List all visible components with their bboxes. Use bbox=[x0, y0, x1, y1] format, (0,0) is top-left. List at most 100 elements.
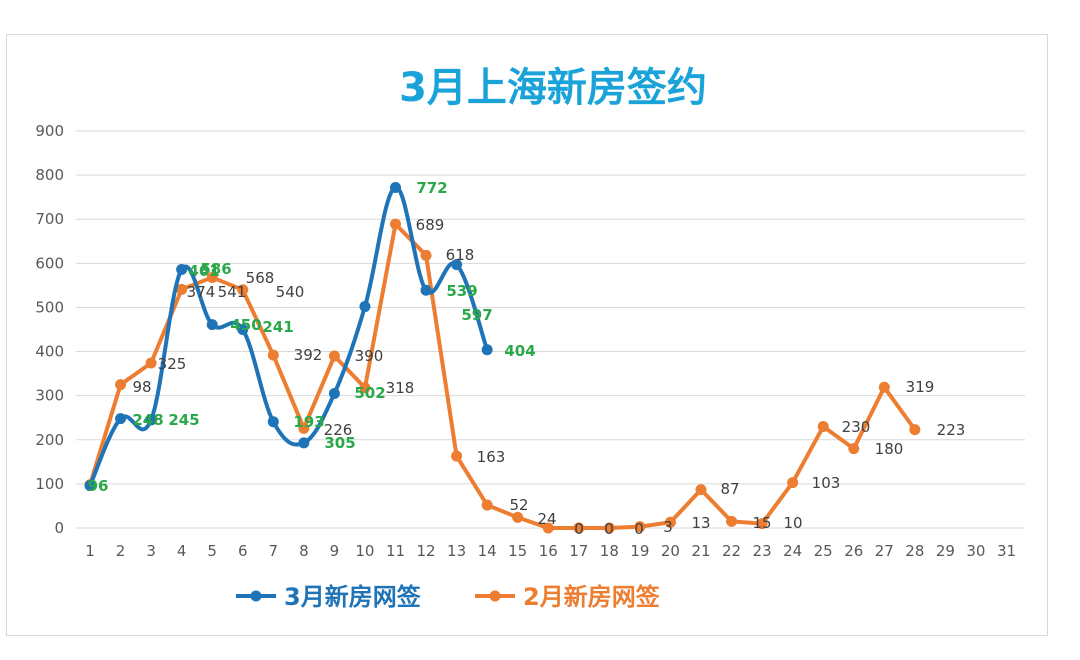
x-tick-label: 17 bbox=[569, 542, 588, 560]
x-tick-label: 10 bbox=[355, 542, 374, 560]
data-point bbox=[481, 344, 493, 356]
legend-marker bbox=[489, 590, 501, 602]
x-tick-label: 27 bbox=[875, 542, 894, 560]
y-tick-label: 100 bbox=[35, 475, 64, 493]
data-label: 10 bbox=[783, 514, 802, 532]
data-point bbox=[328, 350, 340, 362]
data-point bbox=[848, 443, 860, 455]
series-line bbox=[88, 185, 490, 488]
data-point bbox=[176, 283, 188, 295]
data-label: 226 bbox=[324, 421, 353, 439]
data-label: 241 bbox=[262, 318, 293, 336]
data-label: 3 bbox=[663, 518, 673, 536]
y-tick-label: 800 bbox=[35, 166, 64, 184]
x-tick-label: 20 bbox=[661, 542, 680, 560]
data-point bbox=[176, 264, 188, 276]
y-tick-label: 200 bbox=[35, 431, 64, 449]
x-tick-label: 23 bbox=[753, 542, 772, 560]
data-point bbox=[603, 522, 615, 534]
data-point bbox=[451, 450, 463, 462]
x-tick-label: 16 bbox=[539, 542, 558, 560]
data-point bbox=[726, 515, 738, 527]
y-tick-label: 400 bbox=[35, 343, 64, 361]
data-label: 223 bbox=[937, 421, 966, 439]
y-tick-label: 600 bbox=[35, 254, 64, 272]
x-tick-label: 1 bbox=[85, 542, 95, 560]
data-point bbox=[512, 511, 524, 523]
data-point bbox=[237, 284, 249, 296]
data-label: 539 bbox=[446, 282, 477, 300]
x-tick-label: 11 bbox=[386, 542, 405, 560]
legend: 3月新房网签 2月新房网签 bbox=[236, 583, 661, 611]
data-point bbox=[359, 382, 371, 394]
data-label: 689 bbox=[416, 216, 445, 234]
data-point bbox=[145, 414, 157, 426]
x-tick-label: 30 bbox=[966, 542, 985, 560]
y-tick-label: 500 bbox=[35, 298, 64, 316]
x-tick-label: 13 bbox=[447, 542, 466, 560]
data-label: 245 bbox=[168, 411, 199, 429]
data-label: 461 bbox=[188, 262, 219, 280]
data-point bbox=[206, 271, 218, 283]
data-point bbox=[664, 516, 676, 528]
x-tick-label: 29 bbox=[936, 542, 955, 560]
data-label: 180 bbox=[875, 440, 904, 458]
data-point bbox=[909, 424, 921, 436]
data-point bbox=[84, 480, 96, 492]
data-point bbox=[756, 518, 768, 530]
data-point bbox=[451, 259, 463, 271]
x-tick-label: 22 bbox=[722, 542, 741, 560]
data-label: 568 bbox=[246, 269, 275, 287]
data-point bbox=[542, 522, 554, 534]
x-tick-label: 8 bbox=[299, 542, 309, 560]
data-point bbox=[267, 349, 279, 361]
data-label: 502 bbox=[354, 384, 385, 402]
data-label: 24 bbox=[537, 510, 556, 528]
x-tick-label: 15 bbox=[508, 542, 527, 560]
data-label: 163 bbox=[477, 448, 506, 466]
data-point bbox=[298, 422, 310, 434]
data-label: 325 bbox=[158, 355, 187, 373]
data-point bbox=[237, 324, 249, 335]
data-label: 230 bbox=[842, 418, 871, 436]
data-label: 318 bbox=[386, 379, 415, 397]
data-label: 87 bbox=[720, 480, 739, 498]
data-label: 390 bbox=[355, 347, 384, 365]
data-point bbox=[298, 437, 310, 449]
data-label: 374 bbox=[187, 283, 216, 301]
y-tick-label: 0 bbox=[54, 519, 64, 537]
x-tick-label: 6 bbox=[238, 542, 248, 560]
legend-label: 3月新房网签 bbox=[284, 583, 422, 611]
data-label: 618 bbox=[446, 246, 475, 264]
x-tick-label: 4 bbox=[177, 542, 187, 560]
data-point bbox=[390, 218, 401, 230]
data-point bbox=[267, 416, 279, 428]
x-tick-label: 19 bbox=[630, 542, 649, 560]
data-point bbox=[787, 477, 799, 489]
x-tick-label: 21 bbox=[691, 542, 710, 560]
x-tick-label: 5 bbox=[207, 542, 217, 560]
data-point bbox=[359, 301, 371, 313]
x-tick-label: 7 bbox=[269, 542, 279, 560]
x-tick-label: 31 bbox=[997, 542, 1016, 560]
chart-frame bbox=[6, 34, 1048, 636]
y-tick-label: 300 bbox=[35, 387, 64, 405]
x-tick-label: 26 bbox=[844, 542, 863, 560]
data-label: 404 bbox=[504, 342, 535, 360]
data-point bbox=[481, 499, 493, 511]
y-tick-label: 700 bbox=[35, 210, 64, 228]
x-tick-label: 25 bbox=[814, 542, 833, 560]
data-point bbox=[695, 484, 707, 496]
data-point bbox=[115, 413, 127, 425]
data-label: 319 bbox=[906, 378, 935, 396]
chart-title: 3月上海新房签约 bbox=[399, 65, 707, 111]
data-point bbox=[390, 181, 401, 193]
data-point bbox=[878, 381, 890, 393]
series-feb bbox=[84, 218, 921, 534]
data-label: 248 bbox=[132, 411, 163, 429]
data-label: 15 bbox=[752, 514, 771, 532]
data-label: 541 bbox=[218, 283, 247, 301]
legend-marker bbox=[250, 590, 262, 602]
data-label: 0 bbox=[574, 520, 584, 538]
